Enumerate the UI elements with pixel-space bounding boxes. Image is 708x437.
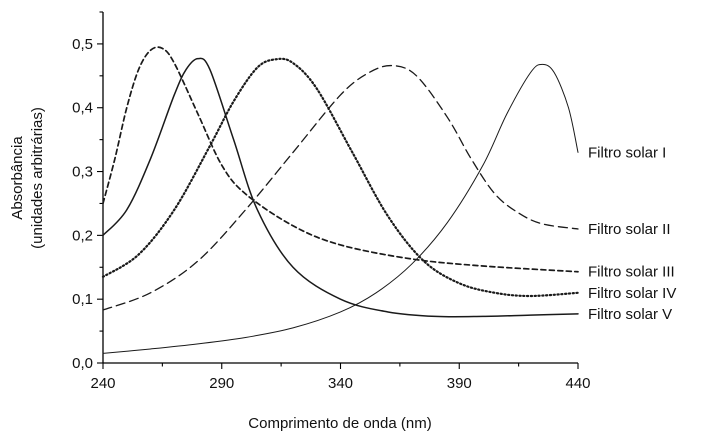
y-tick-label: 0,0 <box>72 355 93 372</box>
ticks <box>97 11 579 369</box>
tick-labels: 240 290 340 390 440 0,0 0,1 0,2 0,3 0,4 0,5 <box>72 36 590 392</box>
series-line-3 <box>102 46 579 273</box>
x-tick-label: 340 <box>328 375 353 392</box>
x-tick-label: 390 <box>447 375 472 392</box>
series-label-4: Filtro solar IV <box>588 285 676 302</box>
series-label-1: Filtro solar I <box>588 144 666 161</box>
y-axis-title-line2: (unidades arbitrárias) <box>29 107 46 249</box>
y-tick-label: 0,2 <box>72 227 93 244</box>
y-axis-title-line1: Absorbância <box>9 136 26 220</box>
y-tick-label: 0,1 <box>72 291 93 308</box>
y-tick-label: 0,3 <box>72 164 93 181</box>
series-line-5 <box>102 57 579 318</box>
series-label-3: Filtro solar III <box>588 264 675 281</box>
series-line-2 <box>102 64 579 311</box>
y-tick-label: 0,4 <box>72 100 93 117</box>
x-tick-label: 240 <box>90 375 115 392</box>
series-group <box>101 46 580 354</box>
x-tick-label: 290 <box>209 375 234 392</box>
x-tick-label: 440 <box>565 375 590 392</box>
y-tick-label: 0,5 <box>72 36 93 53</box>
series-line-1 <box>102 63 579 354</box>
x-axis-title: Comprimento de onda (nm) <box>248 415 431 432</box>
series-label-5: Filtro solar V <box>588 306 672 323</box>
axes <box>102 12 578 364</box>
series-line-4 <box>101 57 580 298</box>
series-labels: Filtro solar I Filtro solar II Filtro sola… <box>588 144 676 322</box>
series-label-2: Filtro solar II <box>588 221 671 238</box>
